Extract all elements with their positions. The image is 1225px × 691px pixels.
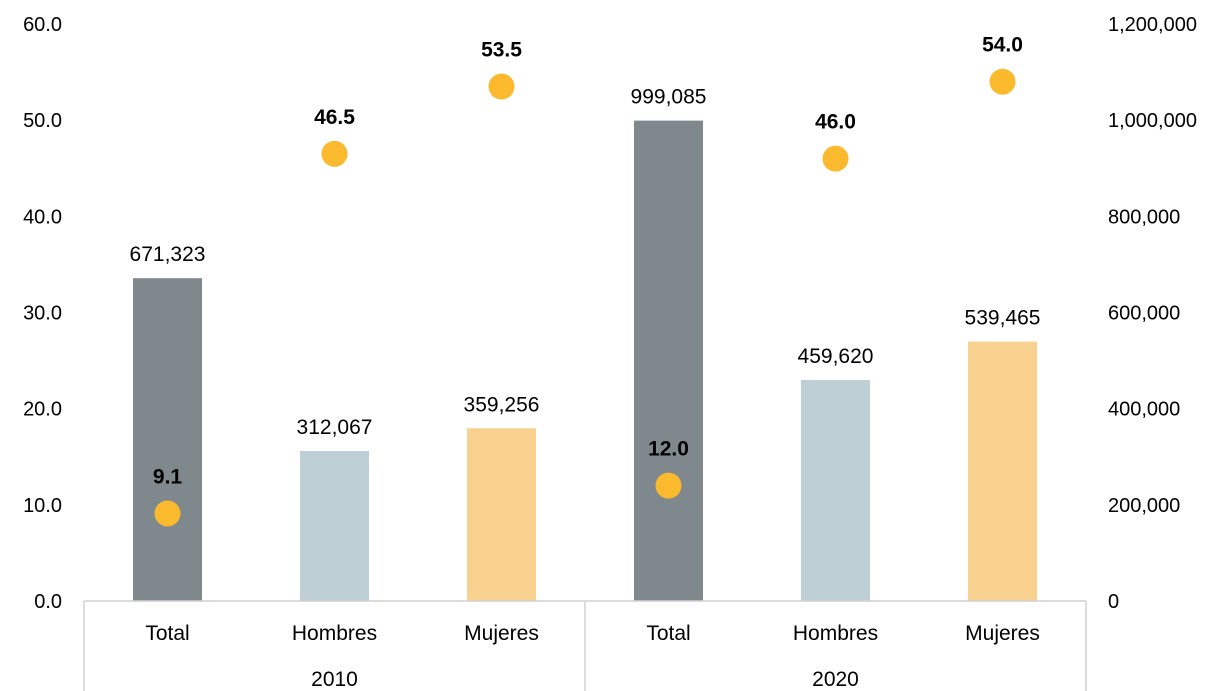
category-label: Mujeres: [965, 622, 1040, 645]
right-axis-tick-label: 800,000: [1108, 206, 1180, 228]
data-point: [154, 500, 181, 527]
left-axis-tick-label: 60.0: [23, 14, 62, 36]
point-series: 9.1 46.5 53.5 12.0 46.0 54.0: [153, 34, 1023, 527]
left-axis-tick-label: 10.0: [23, 495, 62, 517]
right-axis-tick-label: 1,200,000: [1108, 14, 1197, 36]
bar: [467, 428, 536, 601]
left-axis-tick-label: 50.0: [23, 110, 62, 132]
right-axis-tick-label: 1,000,000: [1108, 110, 1197, 132]
right-axis: 0 200,000 400,000 600,000 800,000 1,000,000 1,…: [1108, 14, 1197, 613]
bar-data-label: 999,085: [631, 86, 707, 109]
data-point: [655, 472, 682, 499]
category-axis: Total Hombres Mujeres 2010 Total Hombres Mujer…: [83, 600, 1087, 691]
point-data-label: 46.5: [314, 106, 355, 129]
bar-data-label: 459,620: [798, 345, 874, 368]
category-label: Mujeres: [464, 622, 539, 645]
data-point: [321, 140, 348, 167]
point-data-label: 46.0: [815, 111, 856, 134]
data-point: [989, 68, 1016, 95]
left-axis-tick-label: 0.0: [34, 591, 62, 613]
bar: [968, 341, 1037, 601]
point-data-label: 53.5: [481, 39, 522, 62]
left-axis-tick-label: 20.0: [23, 399, 62, 421]
bar-data-label: 671,323: [130, 243, 206, 266]
bar-data-label: 539,465: [965, 307, 1041, 330]
category-label: Total: [646, 622, 690, 645]
category-label: Total: [145, 622, 189, 645]
bar-data-label: 312,067: [297, 416, 373, 439]
category-label: Hombres: [793, 622, 878, 645]
right-axis-tick-label: 0: [1108, 591, 1119, 613]
left-axis: 0.0 10.0 20.0 30.0 40.0 50.0 60.0: [23, 14, 62, 613]
bar: [634, 120, 703, 601]
category-label: Hombres: [292, 622, 377, 645]
data-point: [822, 145, 849, 172]
group-label: 2010: [311, 668, 358, 691]
point-data-label: 12.0: [648, 438, 689, 461]
left-axis-tick-label: 40.0: [23, 206, 62, 228]
group-label: 2020: [812, 668, 859, 691]
data-point: [488, 73, 515, 100]
right-axis-tick-label: 600,000: [1108, 303, 1180, 325]
left-axis-tick-label: 30.0: [23, 303, 62, 325]
bar: [300, 450, 369, 601]
bar: [133, 278, 202, 601]
bar: [801, 379, 870, 601]
right-axis-tick-label: 400,000: [1108, 399, 1180, 421]
bar-data-label: 359,256: [464, 393, 540, 416]
point-data-label: 54.0: [982, 34, 1023, 57]
point-data-label: 9.1: [153, 465, 183, 488]
right-axis-tick-label: 200,000: [1108, 495, 1180, 517]
bar-series: 671,323 312,067 359,256 999,085 459,620 539,4…: [130, 86, 1041, 601]
